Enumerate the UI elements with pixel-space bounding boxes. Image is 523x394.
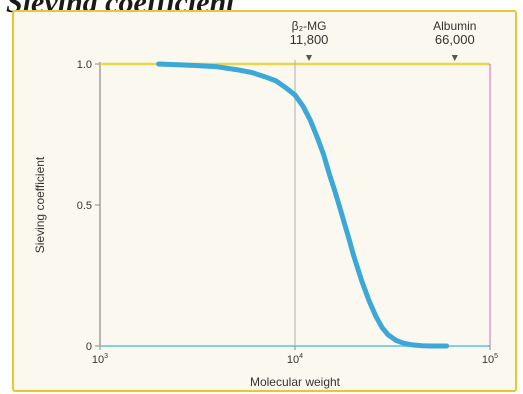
y-tick-label: 0.5 bbox=[77, 200, 92, 212]
annotation-value: 11,800 bbox=[290, 32, 329, 47]
annotation-value: 66,000 bbox=[435, 32, 475, 47]
tick-group: 0 0.5 1.0 103 104 105 bbox=[77, 59, 498, 366]
series-line bbox=[159, 64, 447, 346]
y-axis-label: Sieving coefficient bbox=[33, 156, 47, 253]
x-tick-label: 104 bbox=[287, 353, 303, 366]
x-tick-label: 105 bbox=[482, 353, 498, 366]
y-tick-label: 0 bbox=[86, 341, 92, 353]
annotation-label: Albumin bbox=[433, 19, 476, 33]
annotation-marker bbox=[306, 55, 312, 61]
axes bbox=[100, 60, 490, 346]
x-tick-label: 103 bbox=[92, 353, 108, 366]
annotation-label: β₂-MG bbox=[292, 19, 327, 33]
x-axis-label: Molecular weight bbox=[250, 375, 341, 389]
y-tick-label: 1.0 bbox=[77, 59, 92, 71]
annotation-marker bbox=[452, 55, 458, 61]
